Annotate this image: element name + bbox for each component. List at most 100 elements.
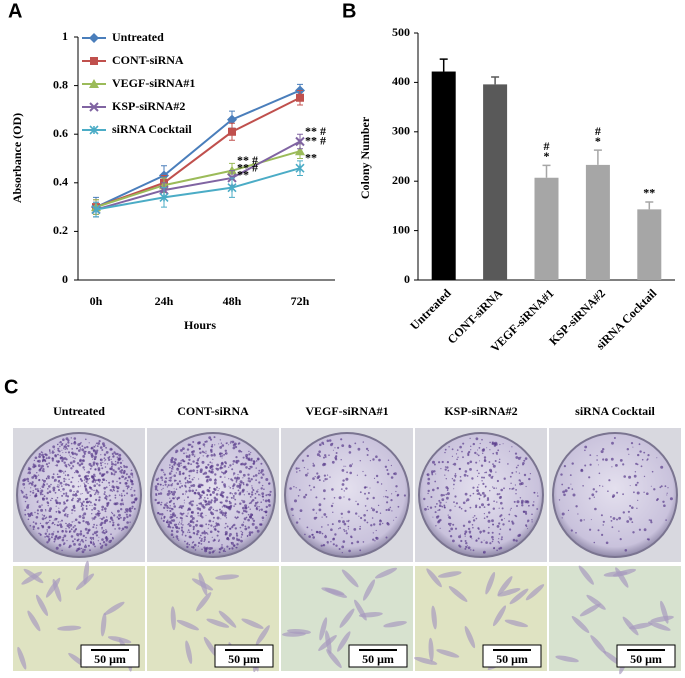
colony [111,462,114,466]
colony [232,497,235,499]
colony [636,491,640,495]
colony [315,530,319,534]
colony [469,506,472,509]
colony [51,497,54,500]
colony [517,464,519,467]
colony [210,450,212,452]
colony [596,459,598,461]
colony [453,488,455,490]
significance-label: ** # [237,153,258,167]
colony [94,468,97,471]
colony [53,480,56,482]
colony [223,483,226,487]
colony [84,527,88,531]
cell [339,608,355,628]
colony [363,514,366,517]
colony [608,479,611,482]
colony [98,499,101,502]
colony [27,480,30,483]
colony [478,497,481,500]
colony [498,542,500,544]
colony [237,511,241,514]
colony [97,467,101,470]
colony [209,487,211,489]
colony [44,532,47,535]
colony [189,480,192,484]
colony [114,463,117,466]
colony [41,497,45,500]
colony [393,519,395,521]
colony [348,451,352,454]
colony [348,498,351,501]
colony [201,504,205,508]
colony [292,514,294,517]
colony [443,504,446,507]
colony [183,502,185,504]
colony [260,508,263,511]
colony [87,529,90,532]
y-tick-label: 0.2 [53,223,68,237]
colony [54,491,57,494]
colony [359,491,362,494]
colony [610,457,614,461]
colony [69,454,71,456]
colony [219,439,221,441]
colony [204,446,206,448]
colony [71,498,74,502]
colony [312,464,316,467]
colony [341,517,343,519]
colony [249,508,251,510]
colony [623,475,626,478]
colony [65,443,68,446]
colony [33,464,37,468]
colony [60,443,63,446]
colony [373,477,376,479]
colony [181,521,183,523]
colony [37,527,40,530]
colony [190,484,193,487]
colony [59,523,62,527]
colony [213,487,216,491]
bar [637,209,662,280]
colony [511,520,514,523]
colony [527,519,530,522]
colony [196,507,200,510]
colony [27,512,30,516]
colony [51,532,54,536]
colony [429,506,433,509]
colony [82,500,85,503]
colony [116,480,118,483]
colony [440,468,442,470]
colony [209,530,213,534]
significance-label: # [544,139,550,153]
colony [254,497,257,499]
colony [214,473,217,476]
colony [46,501,49,504]
marker [295,163,305,173]
colony [669,497,673,501]
colony [243,494,245,496]
colony [444,468,447,471]
colony [315,512,317,514]
colony [201,494,203,496]
colony [612,517,616,520]
colony [357,447,361,451]
colony [605,458,608,462]
colony [649,519,653,522]
colony [241,489,245,493]
colony [375,529,377,532]
cell [579,603,601,617]
colony [255,507,257,509]
colony [41,464,44,468]
colony [479,442,481,445]
colony [362,541,365,543]
colony [89,549,91,552]
colony [182,512,185,515]
colony [201,516,204,519]
colony [131,487,133,489]
colony [29,490,32,493]
colony [64,474,67,476]
colony [345,477,349,481]
colony [50,536,53,539]
colony [306,526,309,529]
